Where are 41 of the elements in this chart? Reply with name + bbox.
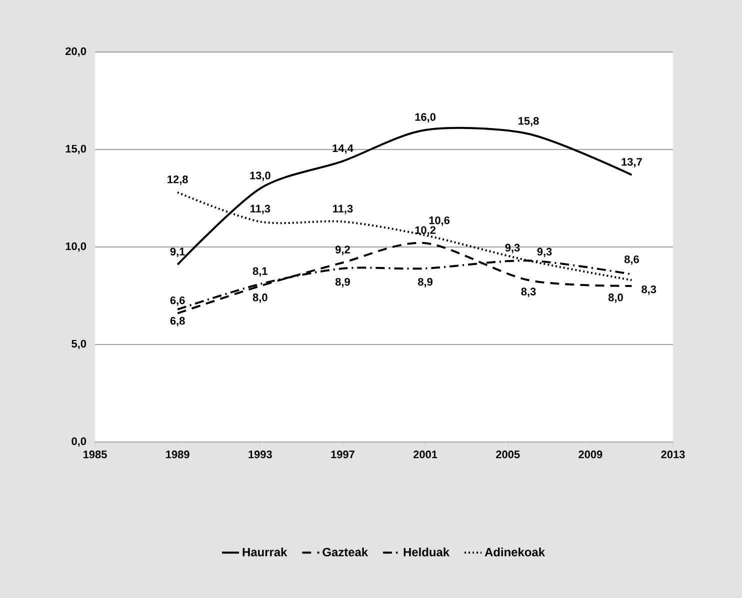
data-label: 8,0	[608, 294, 623, 303]
data-label: 9,2	[335, 246, 350, 256]
data-label: 9,1	[170, 248, 185, 258]
x-tick-label: 2005	[496, 450, 520, 458]
data-label: 8,1	[252, 267, 268, 277]
legend-label: Gazteak	[322, 548, 368, 556]
data-label: 8,3	[521, 288, 536, 298]
legend-label: Adinekoak	[484, 548, 546, 556]
data-label: 8,9	[418, 278, 432, 288]
data-label: 8,6	[624, 255, 639, 265]
data-label: 6,6	[170, 296, 185, 306]
data-label: 8,3	[642, 285, 656, 295]
data-label: 13,0	[250, 172, 270, 181]
y-tick-label: 5,0	[72, 340, 86, 350]
data-label: 13,7	[622, 158, 642, 168]
data-label: 8,9	[335, 278, 350, 288]
x-tick-label: 2013	[661, 450, 685, 458]
x-tick-label: 1993	[248, 450, 272, 458]
y-tick-label: 10,0	[66, 242, 86, 252]
data-label: 9,3	[537, 248, 552, 258]
data-label: 14,4	[332, 144, 354, 154]
y-tick-label: 20,0	[66, 47, 86, 57]
data-label: 12,8	[168, 176, 188, 185]
x-tick-label: 2009	[578, 450, 602, 458]
x-tick-label: 1997	[331, 450, 354, 458]
data-label: 11,3	[333, 204, 353, 214]
x-tick-label: 2001	[413, 450, 438, 458]
x-tick-label: 1989	[166, 450, 190, 458]
data-label: 9,3	[505, 244, 520, 254]
data-label: 16,0	[415, 113, 436, 122]
legend-label: Haurrak	[242, 548, 288, 556]
data-label: 10,2	[415, 226, 436, 236]
data-label: 15,8	[518, 117, 539, 126]
x-tick-label: 1985	[84, 450, 107, 458]
data-label: 10,6	[429, 216, 450, 226]
y-tick-label: 0,0	[72, 437, 86, 447]
y-tick-label: 15,0	[66, 144, 86, 154]
data-label: 8,0	[252, 294, 268, 303]
data-label: 11,3	[250, 204, 270, 214]
legend-label: Helduak	[404, 548, 450, 556]
data-label: 6,8	[170, 316, 185, 326]
